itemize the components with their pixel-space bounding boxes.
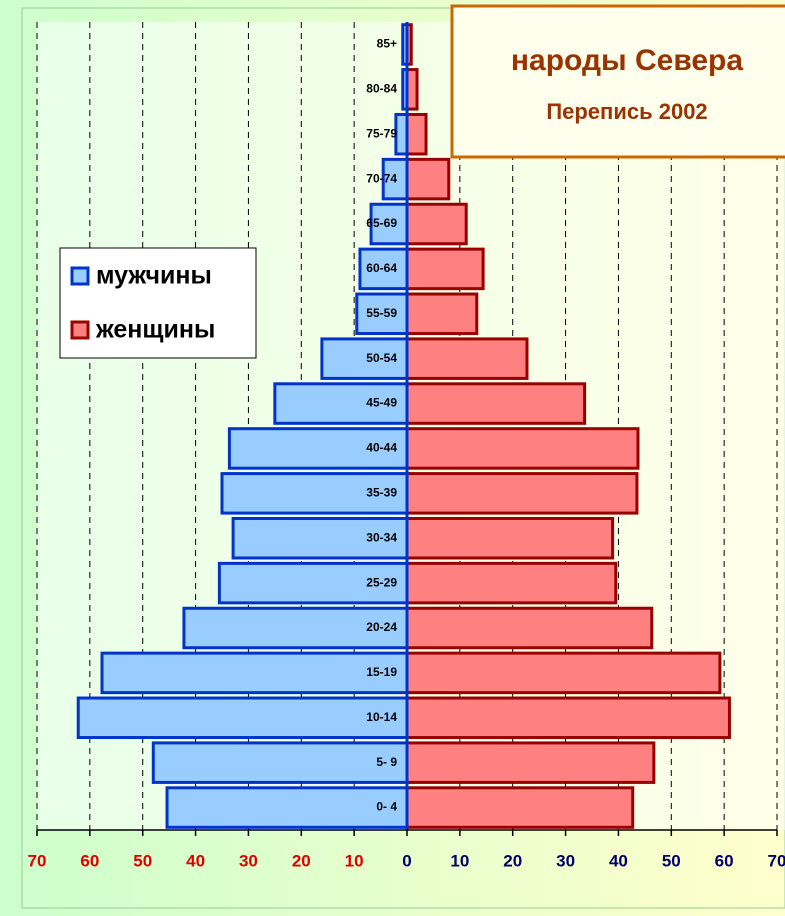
x-tick-label: 0 <box>402 851 411 870</box>
category-label: 15-19 <box>366 665 397 679</box>
bar <box>231 516 409 560</box>
category-label: 25-29 <box>366 575 397 589</box>
bar <box>405 427 640 470</box>
bar <box>182 606 409 650</box>
bar <box>100 651 409 695</box>
category-label: 0- 4 <box>376 800 397 814</box>
chart-subtitle: Перепись 2002 <box>546 99 707 124</box>
legend-swatch <box>70 266 90 286</box>
category-label: 65-69 <box>366 216 397 230</box>
x-tick-label: 60 <box>715 851 734 870</box>
chart-title: народы Севера <box>511 44 743 77</box>
category-label: 40-44 <box>366 441 397 455</box>
category-label: 75-79 <box>366 126 397 140</box>
bar <box>369 202 409 246</box>
x-tick-label: 20 <box>503 851 522 870</box>
bar <box>358 247 409 291</box>
x-tick-label: 70 <box>768 851 785 870</box>
bar <box>405 292 479 336</box>
bar <box>405 472 639 515</box>
bar <box>405 247 485 291</box>
category-label: 55-59 <box>366 306 397 320</box>
x-tick-label: 40 <box>609 851 628 870</box>
bar <box>405 696 731 740</box>
x-tick-label: 30 <box>556 851 575 870</box>
bar <box>405 382 587 425</box>
x-tick-label: 10 <box>450 851 469 870</box>
bar <box>405 68 419 111</box>
legend-label: мужчины <box>96 262 212 290</box>
category-label: 85+ <box>377 37 397 51</box>
x-tick-label: 50 <box>133 851 152 870</box>
category-label: 35-39 <box>366 486 397 500</box>
legend-box <box>59 247 257 359</box>
bar <box>405 337 529 380</box>
bar <box>405 741 656 784</box>
category-label: 50-54 <box>366 351 397 365</box>
bar <box>151 741 409 784</box>
category-label: 60-64 <box>366 261 397 275</box>
legend-swatch <box>70 320 90 340</box>
bar <box>405 516 615 560</box>
bar <box>405 202 468 246</box>
x-tick-label: 30 <box>239 851 258 870</box>
x-tick-label: 40 <box>186 851 205 870</box>
category-label: 10-14 <box>366 710 397 724</box>
category-label: 5- 9 <box>376 755 397 769</box>
x-tick-label: 60 <box>80 851 99 870</box>
bar <box>405 112 428 156</box>
frame <box>21 7 785 909</box>
bar <box>405 157 451 201</box>
x-tick-label: 20 <box>292 851 311 870</box>
bar <box>165 786 409 829</box>
title-box: народы Севера Перепись 2002 <box>450 4 785 159</box>
legend-label: женщины <box>95 316 215 344</box>
category-label: 30-34 <box>366 530 397 544</box>
bar <box>405 786 635 829</box>
bar <box>405 606 654 650</box>
bar <box>355 292 409 336</box>
category-label: 20-24 <box>366 620 397 634</box>
category-label: 80-84 <box>366 82 397 96</box>
bar <box>394 112 409 156</box>
legend: мужчины женщины <box>59 247 257 359</box>
x-tick-label: 50 <box>662 851 681 870</box>
category-label: 70-74 <box>366 171 397 185</box>
bar <box>76 696 409 740</box>
x-tick-label: 70 <box>28 851 47 870</box>
bar <box>273 382 409 425</box>
bar <box>220 472 409 515</box>
bar <box>405 651 722 695</box>
x-tick-label: 10 <box>345 851 364 870</box>
category-label: 45-49 <box>366 396 397 410</box>
bar <box>405 561 618 605</box>
